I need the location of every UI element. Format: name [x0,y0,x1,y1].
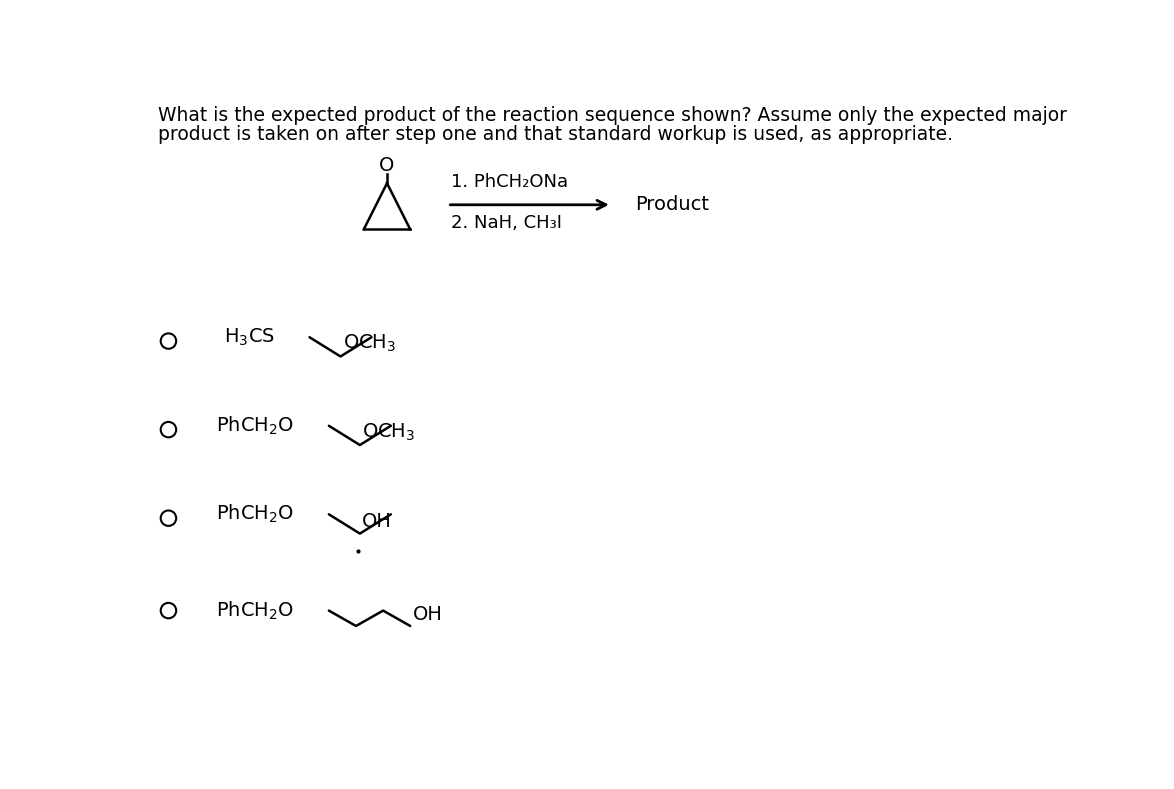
Text: 1. PhCH₂ONa: 1. PhCH₂ONa [451,173,568,191]
Text: OCH$_3$: OCH$_3$ [343,333,396,354]
Text: H$_3$CS: H$_3$CS [224,327,275,348]
Text: OCH$_3$: OCH$_3$ [363,421,416,443]
Text: product is taken on after step one and that standard workup is used, as appropri: product is taken on after step one and t… [158,125,953,144]
Text: PhCH$_2$O: PhCH$_2$O [216,415,295,437]
Text: Product: Product [635,196,709,215]
Text: What is the expected product of the reaction sequence shown? Assume only the exp: What is the expected product of the reac… [158,107,1067,125]
Text: 2. NaH, CH₃I: 2. NaH, CH₃I [451,215,562,232]
Text: PhCH$_2$O: PhCH$_2$O [216,503,295,525]
Text: OH: OH [412,604,443,623]
Text: PhCH$_2$O: PhCH$_2$O [216,600,295,622]
Text: OH: OH [363,512,392,531]
Text: O: O [379,156,394,175]
